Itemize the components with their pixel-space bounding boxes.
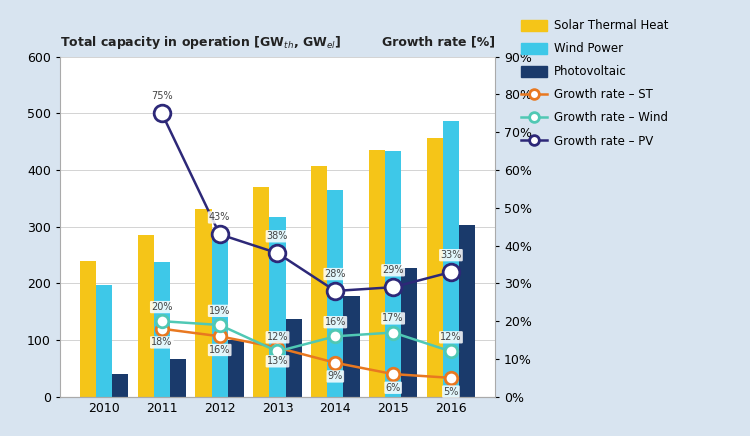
- Bar: [327, 190, 344, 397]
- Text: 33%: 33%: [440, 250, 462, 260]
- Text: 5%: 5%: [443, 387, 459, 396]
- Bar: [170, 359, 186, 397]
- Bar: [401, 268, 418, 397]
- Bar: [112, 374, 128, 397]
- Text: 29%: 29%: [382, 265, 404, 275]
- Legend: Solar Thermal Heat, Wind Power, Photovoltaic, Growth rate – ST, Growth rate – Wi: Solar Thermal Heat, Wind Power, Photovol…: [516, 15, 673, 152]
- Text: 18%: 18%: [152, 337, 172, 347]
- Text: 12%: 12%: [440, 332, 462, 342]
- Text: 16%: 16%: [325, 317, 346, 327]
- Text: 6%: 6%: [386, 383, 400, 393]
- Bar: [96, 285, 112, 397]
- Text: 28%: 28%: [325, 269, 346, 279]
- Text: 16%: 16%: [209, 345, 230, 355]
- Text: 17%: 17%: [382, 313, 404, 324]
- Bar: [228, 340, 244, 397]
- Text: 75%: 75%: [151, 92, 172, 102]
- Text: 20%: 20%: [151, 302, 172, 312]
- Text: Total capacity in operation [GW$_{th}$, GW$_{el}$]: Total capacity in operation [GW$_{th}$, …: [60, 34, 341, 51]
- Text: 9%: 9%: [328, 371, 343, 382]
- Bar: [154, 262, 170, 397]
- Bar: [311, 166, 327, 397]
- Bar: [254, 187, 269, 397]
- Text: 19%: 19%: [209, 306, 230, 316]
- Bar: [80, 261, 96, 397]
- Bar: [459, 225, 476, 397]
- Bar: [369, 150, 385, 397]
- Bar: [427, 138, 442, 397]
- Bar: [442, 121, 459, 397]
- Text: 43%: 43%: [209, 212, 230, 222]
- Text: 13%: 13%: [267, 356, 288, 366]
- Bar: [211, 237, 228, 397]
- Text: 38%: 38%: [267, 231, 288, 241]
- Bar: [286, 319, 302, 397]
- Bar: [269, 217, 286, 397]
- Text: 12%: 12%: [267, 332, 288, 342]
- Text: Growth rate [%]: Growth rate [%]: [382, 36, 495, 48]
- Bar: [344, 296, 359, 397]
- Bar: [196, 208, 211, 397]
- Bar: [385, 151, 401, 397]
- Bar: [137, 235, 154, 397]
